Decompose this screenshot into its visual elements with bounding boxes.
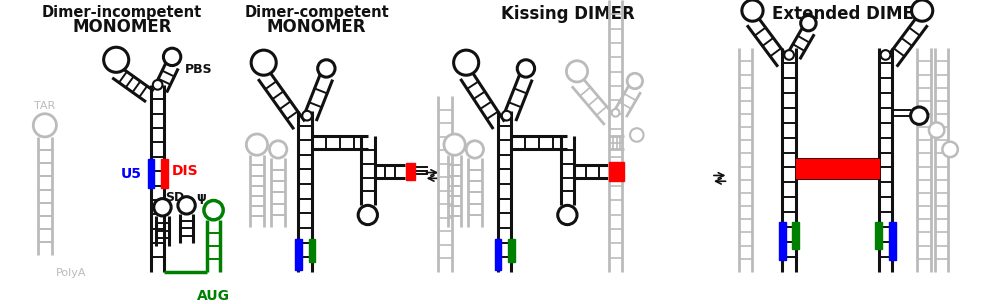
Bar: [498, 111, 512, 272]
Circle shape: [911, 107, 928, 124]
Text: MONOMER: MONOMER: [73, 18, 172, 36]
Circle shape: [103, 47, 128, 72]
Bar: [792, 222, 799, 249]
Text: Extended DIMER: Extended DIMER: [771, 5, 926, 23]
Bar: [147, 159, 154, 188]
Bar: [448, 155, 461, 226]
Bar: [156, 216, 169, 246]
Circle shape: [466, 141, 483, 158]
Circle shape: [630, 128, 643, 142]
Circle shape: [178, 197, 195, 214]
Text: SD: SD: [165, 191, 185, 204]
Bar: [361, 136, 375, 205]
Circle shape: [302, 111, 312, 120]
Circle shape: [911, 0, 932, 21]
Text: Dimer-competent: Dimer-competent: [245, 5, 389, 20]
Bar: [271, 158, 285, 226]
Text: DIS: DIS: [172, 164, 199, 178]
Text: TAR: TAR: [34, 101, 56, 111]
Circle shape: [204, 201, 224, 220]
Bar: [609, 162, 616, 181]
Circle shape: [154, 199, 171, 216]
Bar: [575, 165, 610, 178]
Bar: [616, 162, 624, 181]
Bar: [779, 222, 785, 260]
Circle shape: [163, 48, 181, 66]
Text: PolyA: PolyA: [56, 268, 86, 278]
Text: ψ: ψ: [196, 191, 206, 204]
Circle shape: [153, 80, 162, 90]
Bar: [917, 48, 930, 272]
Bar: [375, 165, 406, 178]
Circle shape: [517, 60, 535, 77]
Bar: [561, 136, 575, 205]
Circle shape: [567, 61, 587, 82]
Text: PBS: PBS: [185, 63, 213, 76]
Circle shape: [318, 60, 335, 77]
Circle shape: [784, 50, 794, 60]
Circle shape: [502, 111, 512, 120]
Circle shape: [247, 134, 267, 155]
Bar: [508, 239, 515, 262]
Circle shape: [444, 134, 465, 155]
Circle shape: [358, 205, 378, 225]
Bar: [934, 48, 948, 272]
Circle shape: [33, 114, 57, 137]
Text: U5: U5: [120, 167, 141, 181]
Bar: [468, 158, 481, 226]
Bar: [879, 48, 893, 272]
Circle shape: [942, 142, 958, 157]
Circle shape: [881, 50, 891, 60]
Bar: [151, 85, 164, 272]
Bar: [180, 214, 193, 243]
Bar: [161, 159, 168, 188]
Bar: [876, 222, 882, 249]
Bar: [512, 136, 568, 150]
Text: Kissing DIMER: Kissing DIMER: [501, 5, 634, 23]
Bar: [889, 222, 896, 260]
Bar: [609, 0, 622, 272]
Bar: [782, 48, 796, 272]
Bar: [739, 48, 752, 272]
Circle shape: [742, 0, 763, 21]
Bar: [609, 136, 624, 150]
Circle shape: [611, 109, 619, 117]
Circle shape: [801, 16, 816, 31]
Bar: [298, 111, 312, 272]
Text: Dimer-incompetent: Dimer-incompetent: [42, 5, 202, 20]
Circle shape: [269, 141, 287, 158]
Text: MONOMER: MONOMER: [267, 18, 367, 36]
Bar: [38, 137, 52, 255]
Bar: [295, 239, 302, 270]
Text: AUG: AUG: [197, 289, 230, 303]
Bar: [207, 220, 221, 272]
Bar: [495, 239, 501, 270]
Bar: [308, 239, 315, 262]
Circle shape: [251, 50, 276, 75]
Bar: [796, 159, 879, 178]
Bar: [312, 136, 368, 150]
Bar: [406, 163, 414, 180]
Circle shape: [627, 73, 642, 89]
Circle shape: [558, 205, 578, 225]
Bar: [250, 155, 263, 226]
Circle shape: [929, 123, 944, 138]
Bar: [438, 96, 451, 272]
Circle shape: [453, 50, 479, 75]
